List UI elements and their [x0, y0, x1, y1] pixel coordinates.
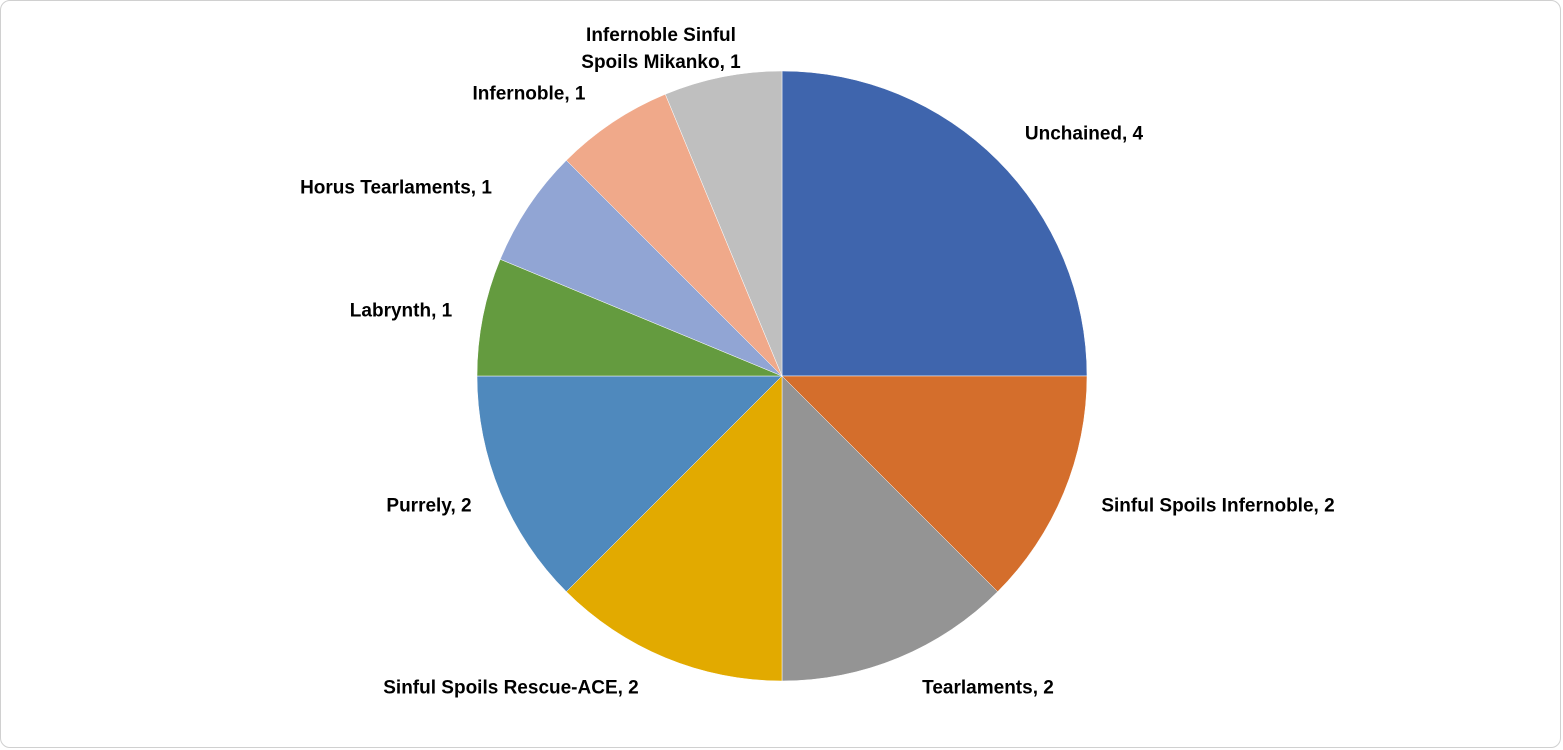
data-label: Sinful Spoils Infernoble, 2 [1101, 495, 1335, 517]
pie-slice [565, 375, 783, 682]
data-label: Infernoble Sinful Spoils Mikanko, 1 [581, 25, 741, 73]
pie-slice [664, 70, 783, 377]
data-label: Labrynth, 1 [349, 300, 453, 322]
pie-slice [781, 70, 1088, 377]
pie-slice [476, 375, 783, 593]
data-label: Infernoble, 1 [472, 83, 586, 105]
data-label: Unchained, 4 [1024, 123, 1144, 145]
pie-slice [781, 375, 1088, 593]
data-label: Tearlaments, 2 [922, 677, 1054, 699]
pie-slice [499, 159, 783, 377]
pie-slice [565, 93, 783, 377]
pie-slice [476, 258, 783, 377]
data-label: Horus Tearlaments, 1 [300, 177, 492, 199]
pie-slice [781, 375, 999, 682]
data-label: Sinful Spoils Rescue-ACE, 2 [383, 677, 639, 699]
data-label: Purrely, 2 [386, 495, 472, 517]
